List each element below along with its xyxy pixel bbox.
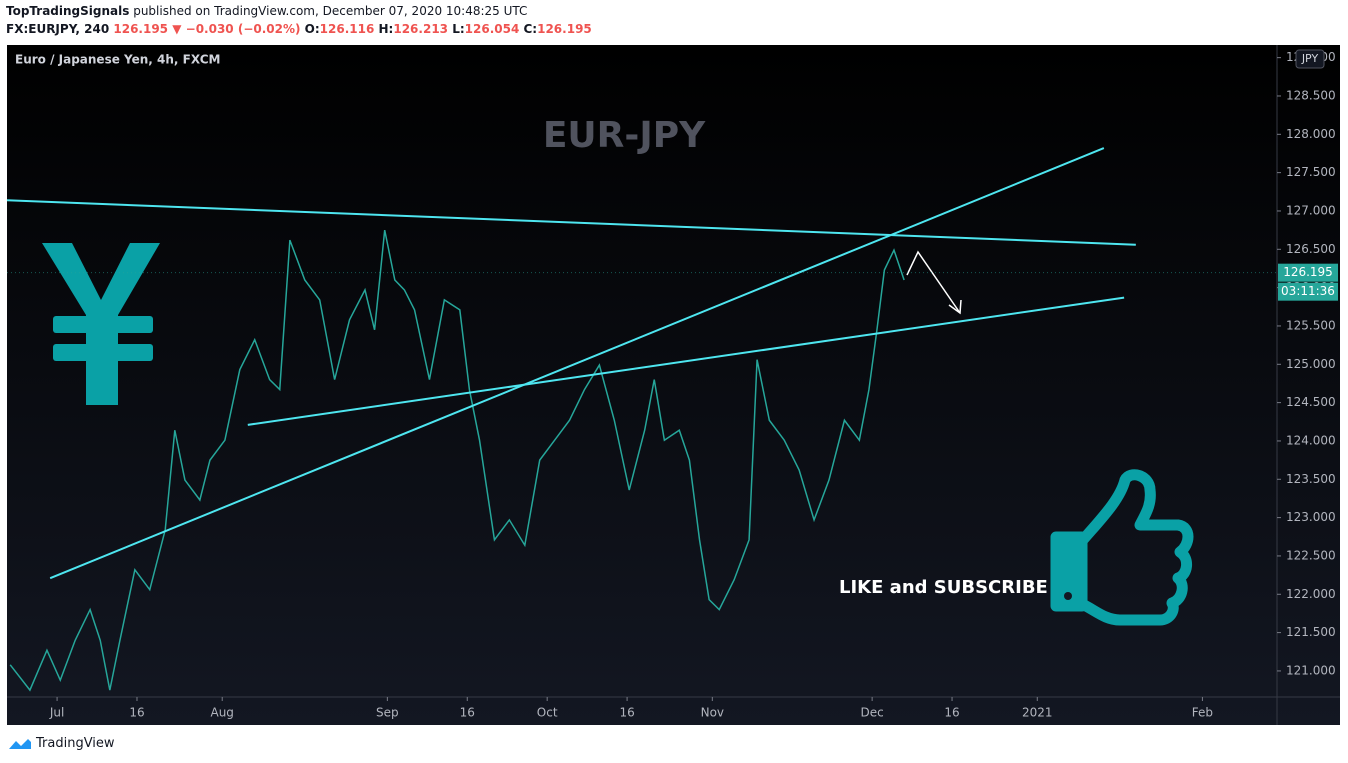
x-tick-label: Aug — [210, 706, 233, 720]
trend-line — [49, 147, 1105, 580]
close: 126.195 — [537, 22, 592, 36]
c-label: C: — [523, 22, 538, 36]
publish-line: TopTradingSignals published on TradingVi… — [6, 4, 527, 18]
x-tick-label: Nov — [701, 706, 724, 720]
yen-icon — [42, 243, 160, 405]
arrow-head — [948, 299, 962, 315]
change: −0.030 (−0.02%) — [185, 22, 301, 36]
y-tick-label: 123.000 — [1286, 510, 1336, 524]
price-line — [9, 229, 905, 692]
currency: JPY — [1301, 52, 1319, 65]
background — [7, 45, 1340, 725]
x-tick-label: 16 — [129, 706, 144, 720]
y-tick-label: 127.000 — [1286, 203, 1336, 217]
ohlc-line: FX:EURJPY, 240 126.195 ▼ −0.030 (−0.02%)… — [6, 22, 592, 36]
thumb-icon — [1050, 469, 1194, 626]
l-label: L: — [452, 22, 465, 36]
y-tick-label: 121.500 — [1286, 625, 1336, 639]
x-tick-label: Oct — [537, 706, 558, 720]
y-tick-label: 125.000 — [1286, 357, 1336, 371]
x-tick-label: Dec — [861, 706, 884, 720]
y-tick-label: 122.000 — [1286, 587, 1336, 601]
x-tick-label: 16 — [460, 706, 475, 720]
annotation: LIKE and SUBSCRIBE — [839, 577, 1048, 598]
x-tick-label: 16 — [944, 706, 959, 720]
y-tick-label: 127.500 — [1286, 165, 1336, 179]
trend-line — [247, 296, 1125, 426]
arrow — [906, 250, 961, 314]
y-tick-label: 123.500 — [1286, 472, 1336, 486]
y-tick-label: 128.500 — [1286, 88, 1336, 102]
brand-name: TradingView — [36, 736, 115, 751]
last: 126.195 — [113, 22, 169, 36]
y-tick-label: 124.500 — [1286, 395, 1336, 409]
chart: Euro / Japanese Yen, 4h, FXCM EUR-JPY LI… — [7, 45, 1340, 725]
low: 126.054 — [464, 22, 520, 36]
y-tick-label: 125.500 — [1286, 318, 1336, 332]
trend-line — [7, 199, 1136, 246]
countdown-box — [1278, 282, 1338, 301]
legend-title: Euro / Japanese Yen, 4h, FXCM — [15, 53, 220, 67]
last-price-box — [1278, 263, 1338, 282]
y-tick-label: 122.500 — [1286, 548, 1336, 562]
x-tick-label: Jul — [49, 706, 64, 720]
y-tick-label: 126.500 — [1286, 242, 1336, 256]
symbol: FX:EURJPY, 240 — [6, 22, 110, 36]
brand-logo — [9, 738, 31, 749]
y-tick-label: 121.000 — [1286, 663, 1336, 677]
open: 126.116 — [319, 22, 375, 36]
countdown: 03:11:36 — [1281, 284, 1335, 298]
last-price-label: 126.195 — [1283, 265, 1333, 279]
h-label: H: — [378, 22, 394, 36]
watermark: EUR-JPY — [543, 115, 706, 156]
author: TopTradingSignals — [6, 4, 130, 18]
x-tick-label: 16 — [619, 706, 634, 720]
high: 126.213 — [393, 22, 449, 36]
x-tick-label: 2021 — [1022, 706, 1053, 720]
direction: ▼ — [172, 22, 182, 36]
x-tick-label: Feb — [1192, 706, 1213, 720]
currency-box — [1295, 49, 1325, 69]
y-tick-label: 124.000 — [1286, 433, 1336, 447]
brand: TradingView — [8, 736, 115, 751]
y-tick-label: 128.000 — [1286, 127, 1336, 141]
published: published on TradingView.com, December 0… — [129, 4, 528, 18]
o-label: O: — [304, 22, 320, 36]
x-tick-label: Sep — [376, 706, 399, 720]
